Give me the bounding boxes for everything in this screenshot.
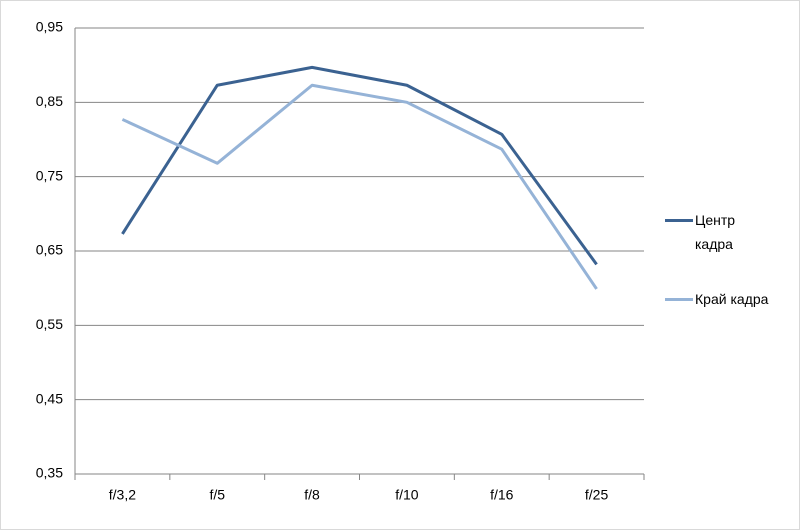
legend-swatch xyxy=(665,298,693,301)
x-tick-label: f/16 xyxy=(490,487,514,503)
y-tick-label: 0,75 xyxy=(36,167,63,183)
x-tick-label: f/8 xyxy=(304,487,320,503)
legend-swatch xyxy=(665,219,693,222)
series-line xyxy=(121,65,598,266)
x-tick-label: f/25 xyxy=(585,487,609,503)
y-tick-label: 0,55 xyxy=(36,316,63,332)
legend-label: Центр кадра xyxy=(695,212,736,252)
x-tick-label: f/3,2 xyxy=(109,487,136,503)
legend-item: Край кадра xyxy=(665,287,771,311)
y-tick-label: 0,85 xyxy=(36,93,63,109)
y-tick-label: 0,65 xyxy=(36,242,63,258)
y-tick-label: 0,95 xyxy=(36,19,63,35)
y-tick-label: 0,45 xyxy=(36,390,63,406)
legend-item: Центр кадра xyxy=(665,208,771,256)
legend-label: Край кадра xyxy=(695,291,769,307)
x-tick-label: f/5 xyxy=(209,487,225,503)
y-tick-label: 0,35 xyxy=(36,465,63,481)
x-tick-label: f/10 xyxy=(395,487,419,503)
series-line xyxy=(121,83,598,290)
